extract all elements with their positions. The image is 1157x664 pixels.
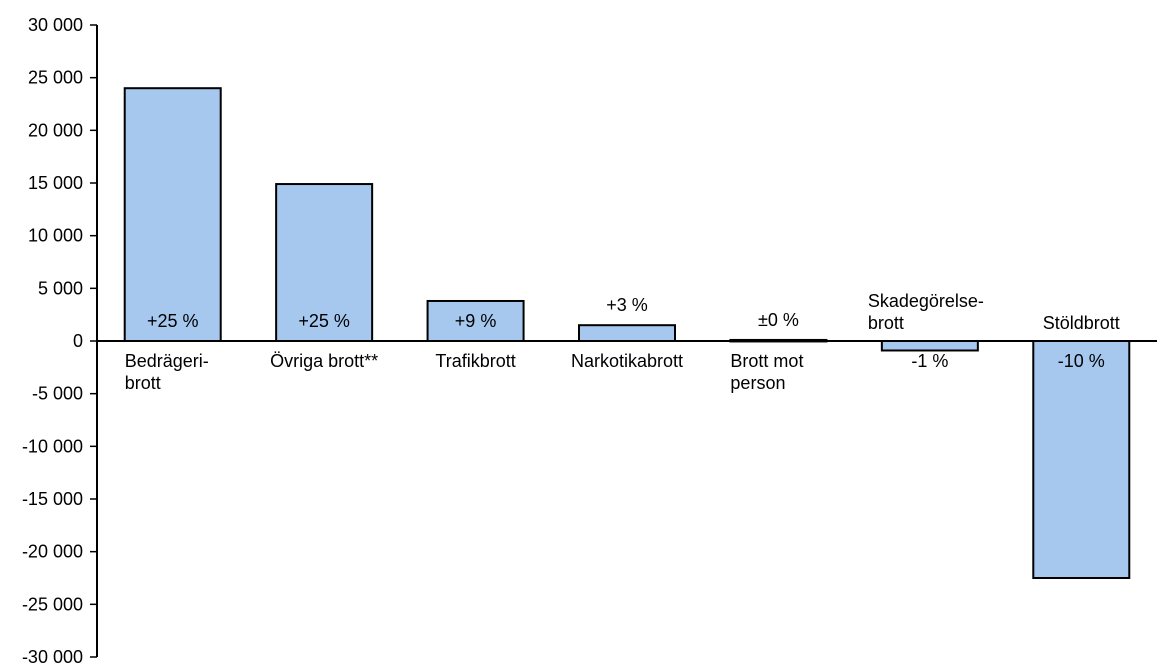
bar-2 [426,299,525,342]
y-tick-label: -30 000 [22,647,83,664]
category-label-6: Stöldbrott [1043,313,1120,333]
category-label-5: brott [868,313,904,333]
y-tick-label: -20 000 [22,542,83,562]
bar-6 [1032,340,1131,579]
category-label-0: Bedrägeri- [125,351,209,371]
y-tick-label: 15 000 [28,173,83,193]
category-label-1: Övriga brott** [270,351,378,371]
y-tick-label: 5 000 [38,278,83,298]
y-tick-label: 0 [73,331,83,351]
category-label-2: Trafikbrott [435,351,515,371]
category-label-4: Brott mot [730,351,803,371]
category-label-4: person [730,373,785,393]
y-tick-label: -5 000 [32,384,83,404]
data-label-6: -10 % [1058,351,1105,371]
category-label-0: brott [125,373,161,393]
bar-0 [123,87,222,342]
data-label-4: ±0 % [758,310,799,330]
data-label-5: -1 % [911,351,948,371]
y-tick-label: 10 000 [28,226,83,246]
y-tick-label: -10 000 [22,436,83,456]
data-label-0: +25 % [147,311,199,331]
data-label-2: +9 % [455,311,497,331]
category-label-5: Skadegörelse- [868,291,984,311]
y-tick-label: -15 000 [22,489,83,509]
y-tick-label: -25 000 [22,594,83,614]
y-tick-label: 20 000 [28,120,83,140]
bar-3 [578,324,676,343]
data-label-3: +3 % [606,295,648,315]
bar-1 [275,183,374,342]
data-label-1: +25 % [298,311,350,331]
y-tick-label: 30 000 [28,15,83,35]
y-tick-label: 25 000 [28,68,83,88]
bar-5 [880,340,979,352]
category-label-3: Narkotikabrott [571,351,683,371]
